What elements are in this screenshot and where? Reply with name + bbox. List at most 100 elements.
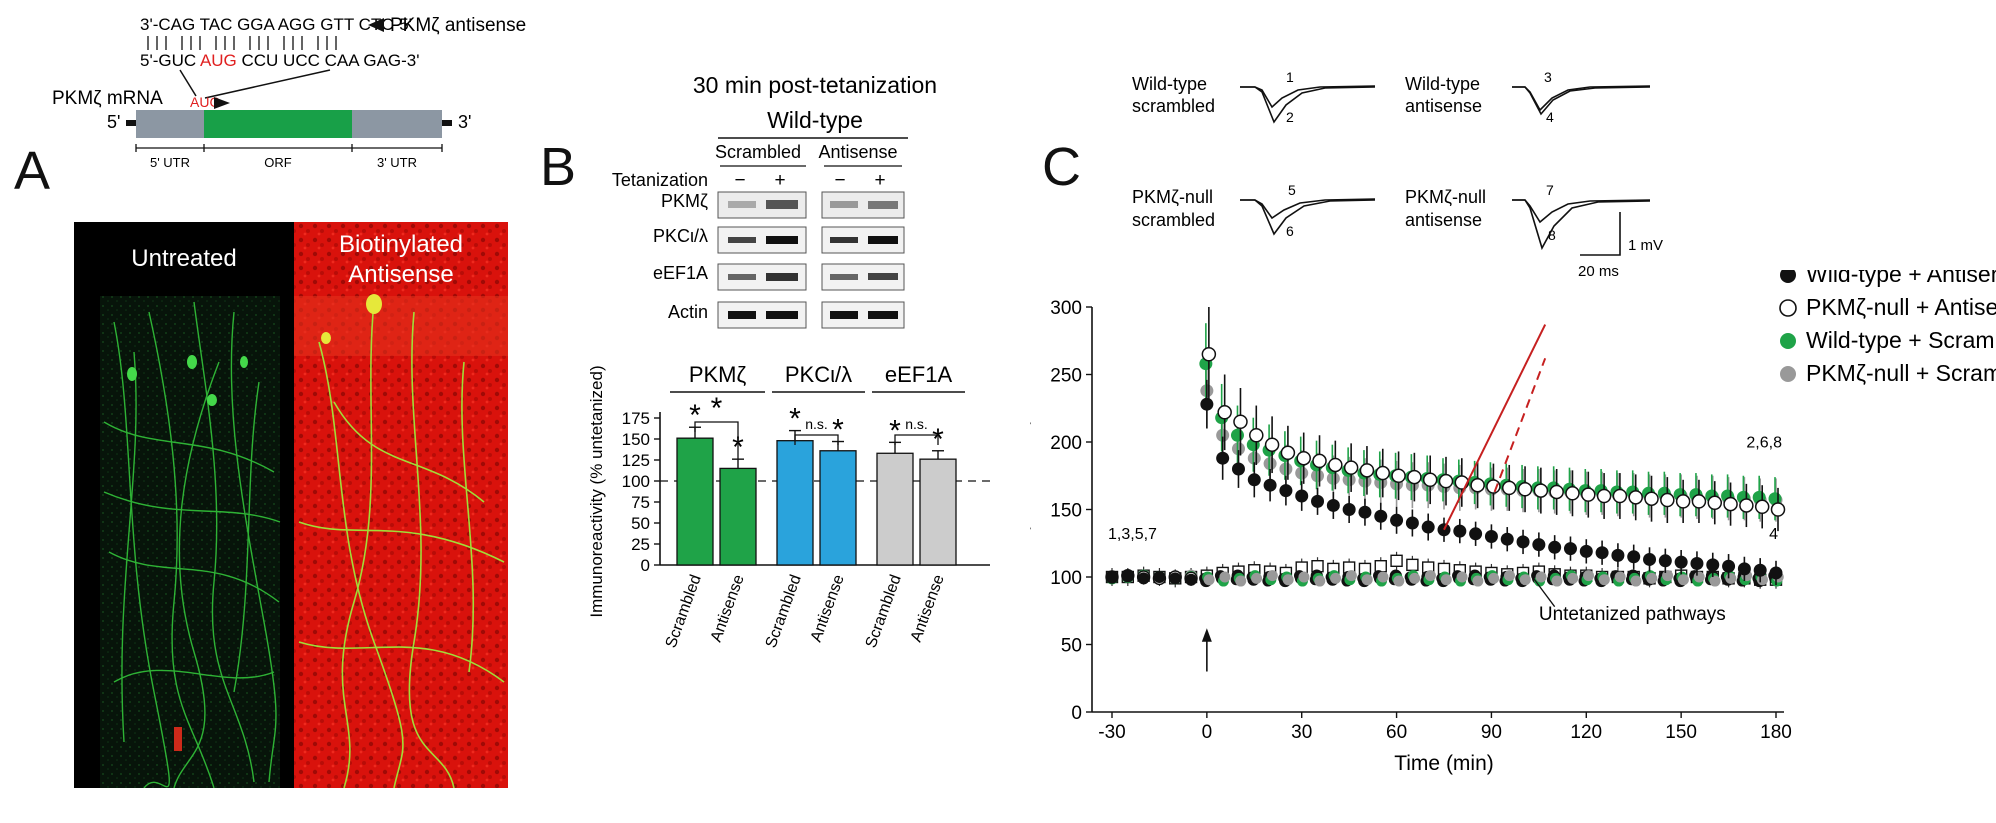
series-point-1-36: [1770, 502, 1786, 517]
untetanized-point-3-28: [1551, 575, 1563, 587]
time-y-tick-label: 100: [1050, 568, 1082, 589]
significance-mark-0: *: [711, 392, 723, 425]
untetanized-point-3-26: [1519, 574, 1531, 586]
untetanized-point-3-39: [1725, 572, 1737, 584]
legend-label-0: Wild-type + Antisense: [1806, 270, 1996, 287]
bar-y-tick-label: 75: [631, 493, 650, 512]
bar-y-label: Immunoreactivity (% untetanized): [587, 365, 606, 617]
series-point-1-5: [1280, 445, 1296, 461]
untreated-neurites: [103, 301, 281, 788]
series-point-1-8: [1328, 457, 1343, 473]
bar-y-tick-label: 100: [622, 472, 650, 491]
series-point-3-3: [1247, 451, 1261, 465]
panel-c-time-course: 0 50 100 150 200 250 300 -30 0 30 60 90 120 150 180 Tim…: [1030, 270, 1996, 775]
trace-num-7: 7: [1546, 182, 1554, 198]
panel-a-micrograph: Untreated Biotinylated Antisense: [74, 222, 508, 788]
untetanized-point-3-38: [1709, 575, 1721, 587]
time-x-tick-label: 180: [1760, 722, 1792, 743]
series-point-1-35: [1754, 499, 1770, 515]
series-point-1-27: [1628, 490, 1643, 505]
untetanized-square-17: [1374, 560, 1387, 573]
bar-category-label-0: Scrambled: [663, 573, 705, 651]
bar-y-tick-label: 175: [622, 409, 650, 428]
series-point-0-6: [1295, 489, 1309, 503]
mrna-tail-right: [442, 120, 452, 126]
untetanized-point-3-30: [1583, 570, 1595, 582]
antisense-somata: [321, 294, 382, 344]
untetanized-point-3-27: [1535, 571, 1547, 583]
time-y-tick-label: 250: [1050, 366, 1082, 387]
time-y-label: fEPSP (% baseline): [1030, 417, 1031, 601]
untetanized-point-3-22: [1456, 571, 1468, 583]
trace-label-4a: PKMζ-null: [1405, 187, 1486, 207]
start-arrow-icon: [214, 97, 230, 109]
bar-0: [676, 437, 714, 566]
blot-row-pkmz: PKMζ: [661, 191, 905, 219]
trace-8: [1512, 199, 1651, 251]
time-y-tick-label: 50: [1061, 636, 1082, 657]
mrna-seq-post: CCU UCC CAA GAG-3': [237, 51, 420, 70]
significance-mark-2: n.s.: [905, 416, 928, 432]
trace-label-1b: scrambled: [1132, 96, 1215, 116]
untetanized-point-3-37: [1693, 571, 1705, 583]
untetanized-point-3-21: [1440, 574, 1452, 586]
untetanized-point-3-36: [1677, 574, 1689, 586]
bar-category-label-3: Antisense: [808, 572, 848, 644]
untetanized-point-3-8: [1235, 575, 1247, 587]
trace-4: [1512, 86, 1651, 116]
tet-plus-1: +: [774, 170, 785, 191]
legend-marker-1: [1779, 299, 1797, 317]
series-point-0-4: [1263, 478, 1277, 492]
time-x-tick-label: 150: [1665, 722, 1697, 743]
blot-label-pkmz: PKMζ: [661, 191, 708, 211]
series-point-1-17: [1470, 477, 1485, 493]
trace-num-1: 1: [1286, 69, 1294, 85]
scale-ms: 20 ms: [1578, 263, 1619, 280]
tet-minus-1: −: [734, 170, 745, 191]
baseline-point-0-5: [1185, 573, 1198, 586]
annotation-right-bottom: 4: [1769, 526, 1778, 543]
untetanized-point-3-33: [1630, 575, 1642, 587]
cond-scrambled: Scrambled: [715, 142, 801, 162]
zoom-line-right: [204, 69, 331, 99]
untetanized-point-3-35: [1662, 570, 1674, 582]
baseline-point-0-3: [1153, 571, 1166, 583]
series-point-1-2: [1233, 414, 1248, 429]
series-point-0-35: [1753, 563, 1767, 577]
time-y-tick-label: 300: [1050, 298, 1082, 319]
untetanized-pointer: [1532, 576, 1556, 608]
legend-marker-0: [1780, 270, 1796, 283]
panel-b-bar-chart: 0 25 50 75 100 125 150 175 Immunoreactivity (% u…: [587, 362, 990, 651]
time-x-tick-label: 90: [1481, 722, 1502, 743]
bar-5: [919, 458, 957, 566]
significance-mark-1: n.s.: [805, 416, 828, 432]
series-point-1-20: [1517, 482, 1533, 497]
series-point-1-19: [1501, 480, 1517, 496]
series-point-1-22: [1549, 484, 1564, 500]
antisense-neurites: [298, 301, 505, 788]
series-point-0-0: [1200, 397, 1214, 411]
region-brackets: [135, 144, 443, 152]
bar-category-label-5: Antisense: [908, 572, 948, 644]
series-point-0-14: [1421, 520, 1435, 534]
baseline-point-0-2: [1137, 572, 1150, 585]
series-point-1-21: [1533, 483, 1549, 498]
trace-label-2b: antisense: [1405, 96, 1482, 116]
series-point-3-8: [1326, 471, 1340, 485]
trace-group-2: Wild-type antisense 3 4: [1405, 69, 1651, 125]
series-point-0-3: [1247, 473, 1261, 487]
series-point-1-24: [1581, 487, 1596, 502]
legend-label-2: Wild-type + Scrambled: [1806, 327, 1996, 353]
trace-num-5: 5: [1288, 182, 1296, 198]
blot-row-eef1a: eEF1A: [653, 263, 905, 291]
series-point-1-7: [1312, 453, 1327, 469]
series-point-0-22: [1548, 540, 1562, 554]
trace-group-3: PKMζ-null scrambled 5 6: [1132, 182, 1376, 239]
zoom-line-left: [179, 69, 197, 97]
series-point-3-4: [1263, 457, 1277, 471]
untetanized-point-3-34: [1646, 572, 1658, 584]
untetanized-point-3-18: [1393, 575, 1405, 587]
baseline-point-0-4: [1169, 572, 1182, 585]
series-point-0-13: [1405, 516, 1419, 530]
significance-bracket-1: [794, 434, 839, 445]
